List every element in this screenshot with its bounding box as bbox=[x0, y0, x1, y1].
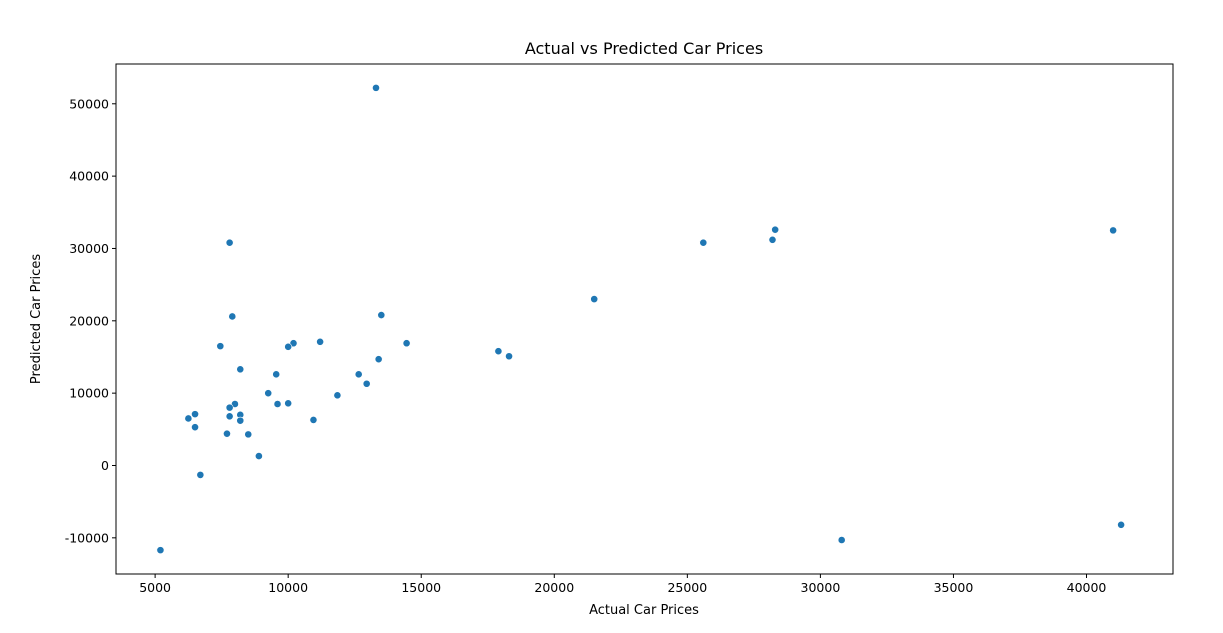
plot-frame bbox=[115, 63, 1174, 575]
x-tick-label: 5000 bbox=[139, 580, 171, 595]
scatter-point bbox=[354, 370, 363, 379]
scatter-point bbox=[316, 337, 325, 346]
y-tick-label: 0 bbox=[101, 458, 109, 473]
scatter-point bbox=[699, 238, 708, 247]
scatter-point bbox=[372, 83, 380, 92]
scatter-point bbox=[1109, 226, 1118, 235]
scatter-point bbox=[225, 412, 234, 421]
x-tick-label: 30000 bbox=[801, 580, 841, 595]
x-tick-label: 10000 bbox=[268, 580, 308, 595]
scatter-point bbox=[273, 400, 282, 408]
x-tick-label: 35000 bbox=[934, 580, 974, 595]
scatter-point bbox=[284, 342, 293, 351]
scatter-point bbox=[196, 470, 205, 479]
scatter-point bbox=[768, 235, 777, 244]
y-axis-label: Predicted Car Prices bbox=[29, 254, 44, 384]
scatter-point bbox=[1117, 520, 1126, 529]
scatter-point bbox=[837, 536, 846, 544]
y-axis: -10000 0 10000 20000 30000 40000 50000 bbox=[65, 96, 116, 545]
scatter-point bbox=[377, 311, 386, 319]
scatter-point bbox=[590, 295, 599, 304]
scatter-point bbox=[228, 312, 237, 321]
x-axis: 5000 10000 15000 20000 25000 30000 35000 40000 bbox=[139, 574, 1106, 595]
scatter-point bbox=[771, 225, 780, 234]
chart-title: Actual vs Predicted Car Prices bbox=[525, 39, 763, 58]
scatter-point bbox=[236, 365, 245, 374]
scatter-point bbox=[402, 339, 411, 348]
scatter-point bbox=[309, 416, 318, 424]
scatter-points bbox=[156, 83, 1126, 555]
y-tick-label: 30000 bbox=[69, 241, 109, 256]
scatter-point bbox=[264, 389, 273, 398]
y-tick-label: 40000 bbox=[69, 169, 109, 184]
y-tick-label: 50000 bbox=[69, 96, 109, 111]
scatter-point bbox=[184, 414, 193, 423]
y-tick-label: -10000 bbox=[65, 530, 109, 545]
x-tick-label: 20000 bbox=[534, 580, 574, 595]
scatter-point bbox=[191, 410, 199, 419]
x-tick-label: 25000 bbox=[667, 580, 707, 595]
scatter-point bbox=[272, 370, 281, 379]
scatter-point bbox=[505, 352, 513, 361]
plot-area bbox=[115, 63, 1174, 575]
y-tick-label: 10000 bbox=[69, 386, 109, 401]
scatter-point bbox=[289, 339, 298, 348]
scatter-point bbox=[225, 403, 234, 412]
scatter-point bbox=[216, 342, 225, 351]
scatter-point bbox=[284, 399, 293, 408]
x-axis-label: Actual Car Prices bbox=[589, 603, 699, 618]
scatter-point bbox=[362, 379, 371, 388]
y-tick-label: 20000 bbox=[69, 313, 109, 328]
scatter-point bbox=[223, 429, 231, 438]
scatter-point bbox=[231, 400, 239, 408]
scatter-point bbox=[255, 452, 263, 460]
scatter-point bbox=[244, 430, 253, 439]
scatter-point bbox=[156, 546, 165, 555]
scatter-point bbox=[333, 391, 342, 400]
scatter-point bbox=[225, 238, 234, 247]
scatter-point bbox=[374, 355, 383, 364]
scatter-point bbox=[236, 416, 245, 425]
x-tick-label: 15000 bbox=[401, 580, 441, 595]
x-tick-label: 40000 bbox=[1067, 580, 1107, 595]
scatter-point bbox=[191, 423, 199, 432]
scatter-point bbox=[494, 347, 503, 356]
